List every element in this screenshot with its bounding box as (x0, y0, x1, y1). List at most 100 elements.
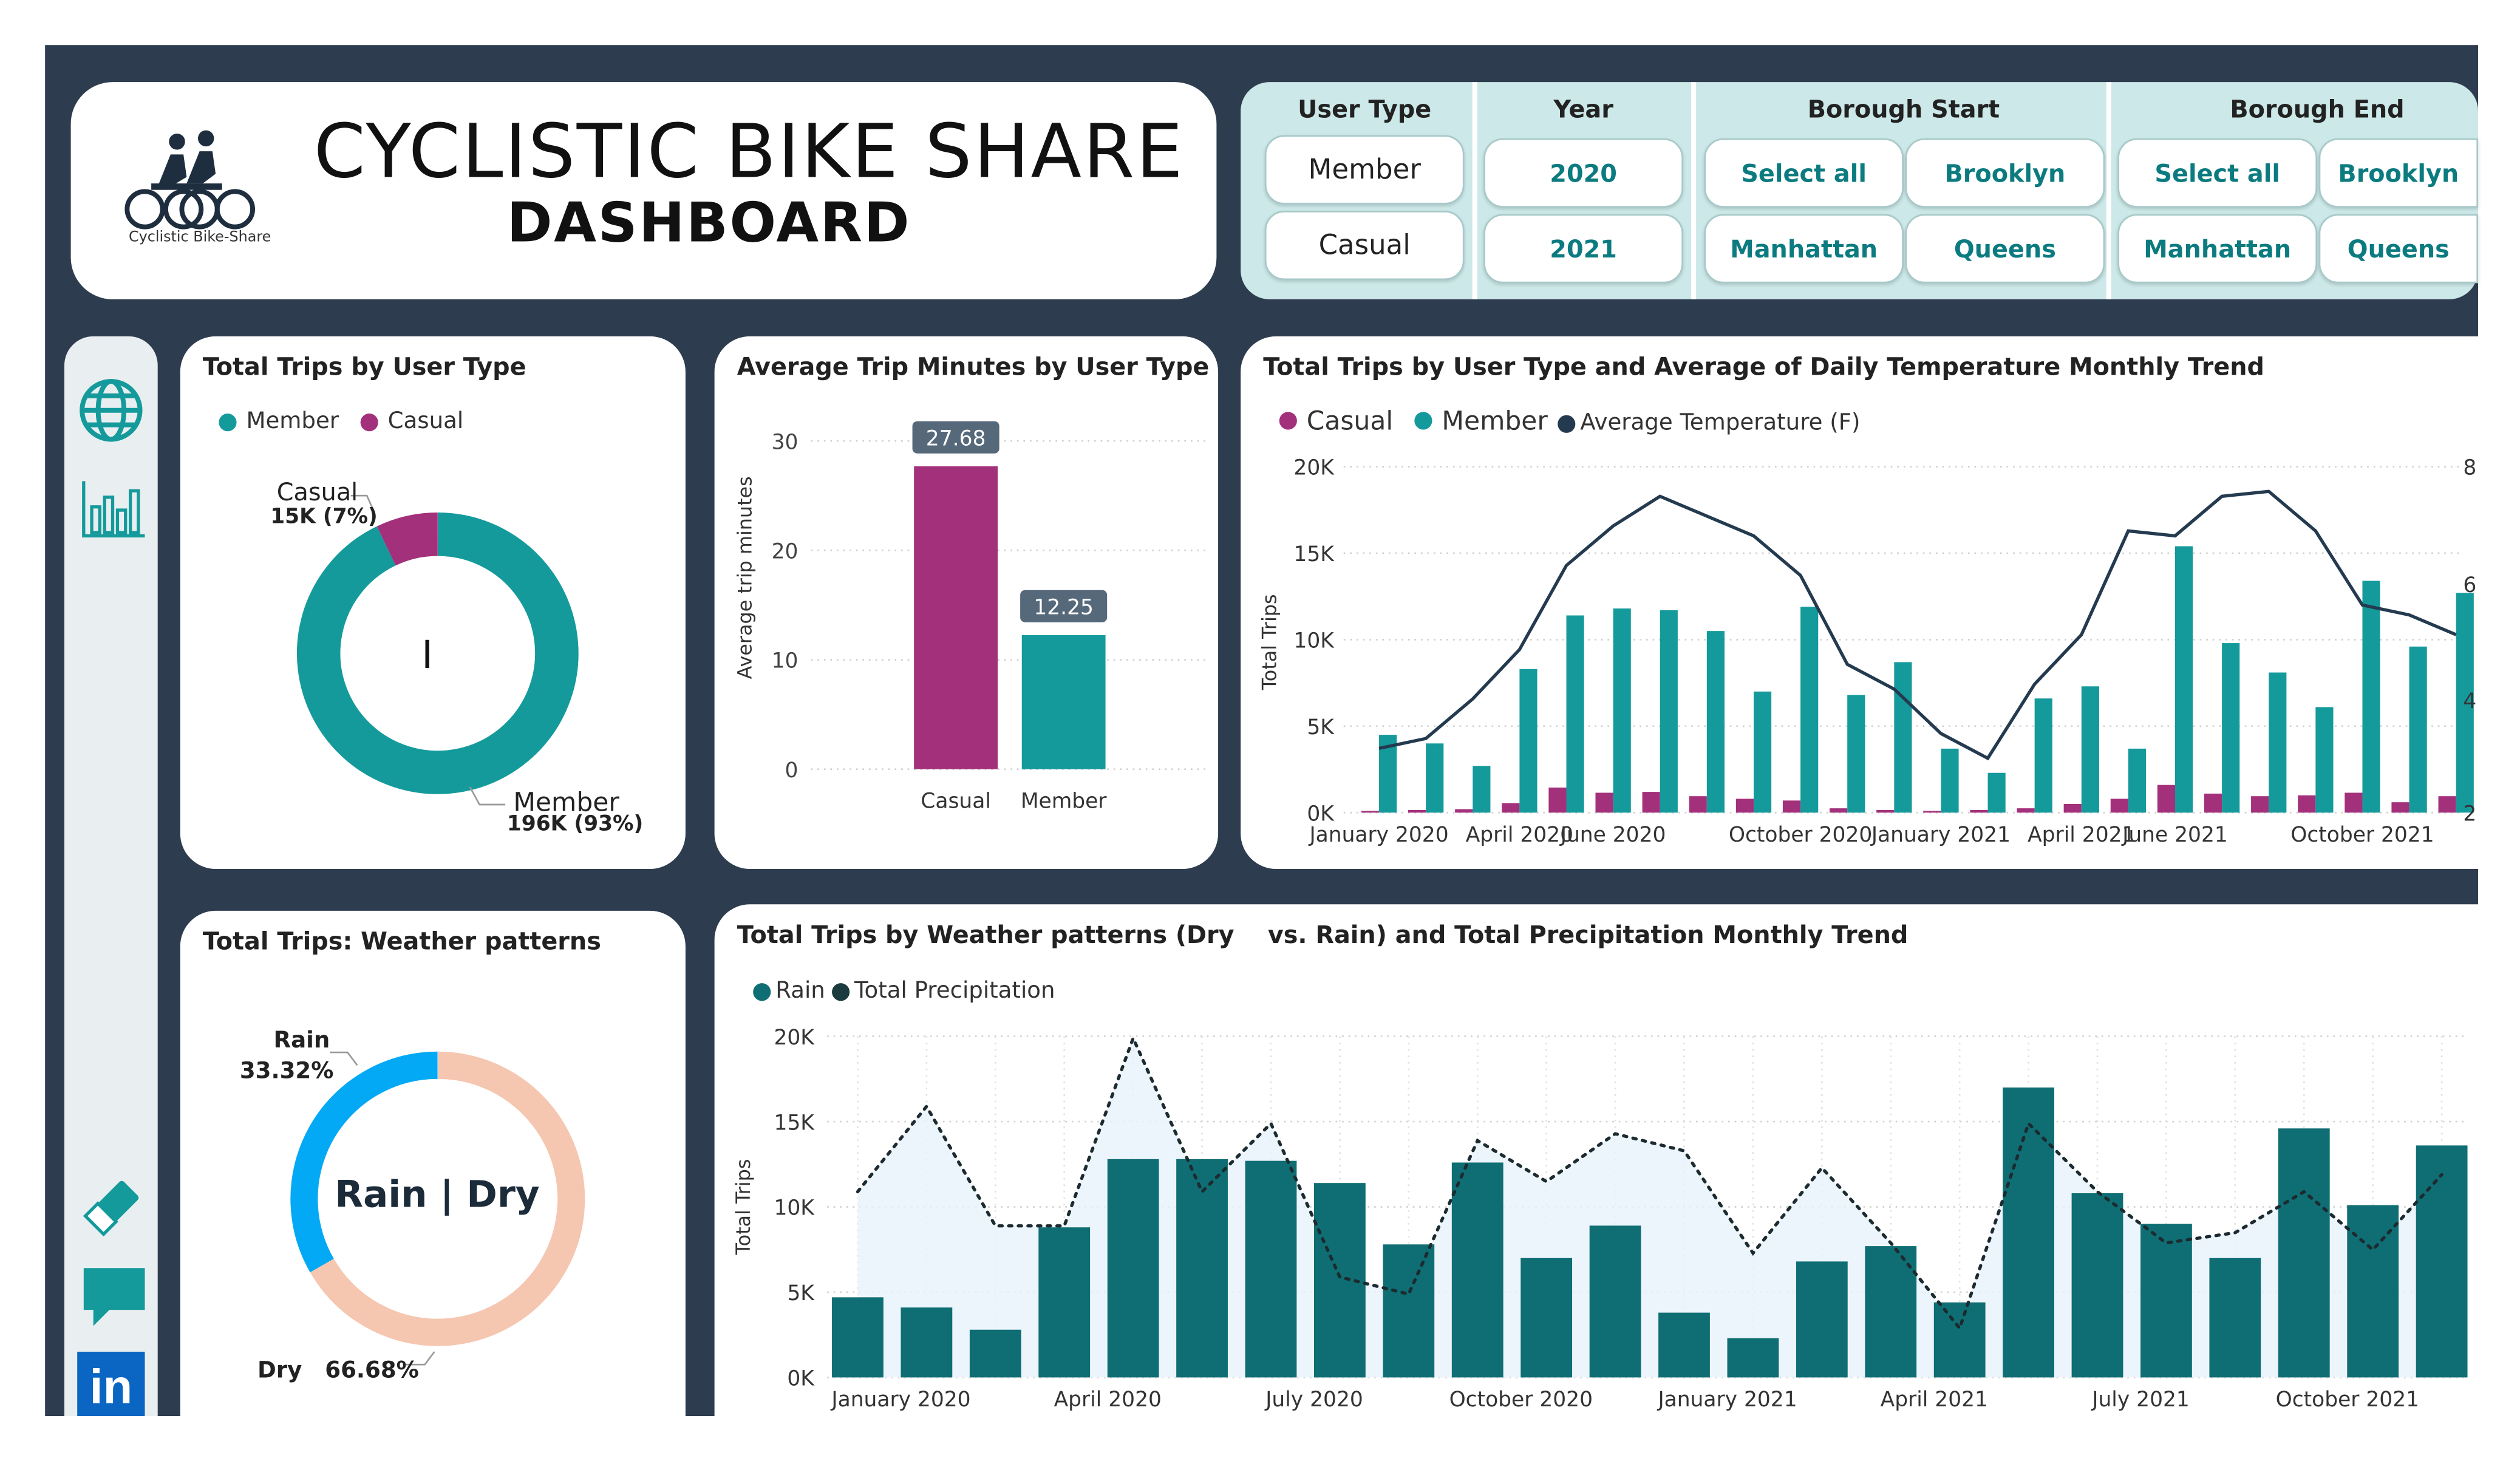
y-tick-label: 20K (1293, 456, 1335, 480)
weather-trend-chart: 0K 5K 10K 15K 20K Total Trips January 2020 Apri… (732, 1026, 2469, 1412)
bar-rain (2140, 1224, 2192, 1378)
bar-casual (2251, 796, 2269, 813)
y-tick-label: 10K (1293, 629, 1335, 653)
bar-casual (1595, 792, 1613, 813)
dashboard-title: CYCLISTIC BIKE SHARE (313, 107, 1185, 195)
y2-tick-label: 8 (2463, 456, 2476, 480)
rain-slice-label: Rain (273, 1028, 330, 1054)
legend-label: Average Temperature (F) (1580, 410, 1861, 437)
filter-borough-end-select-all[interactable]: Select all (2117, 138, 2318, 208)
filter-borough-end-queens[interactable]: Queens (2318, 214, 2479, 284)
bar-casual (1502, 803, 1520, 813)
bar-rain (1521, 1258, 1573, 1378)
filter-year-2021[interactable]: 2021 (1483, 214, 1683, 284)
bar-rain (969, 1329, 1021, 1378)
logo-caption: Cyclistic Bike-Share (129, 230, 271, 247)
donut-center-text: Rain | Dry (335, 1174, 540, 1217)
bar-casual (1923, 811, 1941, 813)
leader-line (405, 1351, 435, 1366)
dry-slice-label: Dry (257, 1358, 302, 1384)
bar-member (2222, 643, 2240, 813)
filter-borough-start-manhattan[interactable]: Manhattan (1704, 214, 1904, 284)
y-axis-label: Total Trips (732, 1159, 755, 1256)
bar-casual (2438, 796, 2456, 813)
bar-rain (1383, 1244, 1435, 1378)
bar-member (1706, 631, 1725, 813)
filter-user-type-label: User Type (1298, 95, 1432, 124)
leader-line (350, 494, 375, 511)
y-tick-label: 20 (772, 540, 799, 564)
legend-label: Member (1442, 405, 1548, 437)
linkedin-icon[interactable]: in (77, 1352, 145, 1416)
filter-borough-start-brooklyn[interactable]: Brooklyn (1905, 138, 2105, 208)
x-tick-label: October 2020 (1449, 1388, 1593, 1412)
eraser-icon[interactable] (81, 1175, 145, 1239)
filter-user-type-casual[interactable]: Casual (1264, 211, 1465, 281)
bar-rain (2003, 1087, 2054, 1378)
bar-casual (1782, 800, 1801, 813)
filter-borough-end-brooklyn[interactable]: Brooklyn (2318, 138, 2479, 208)
x-tick-label: January 2020 (1308, 823, 1448, 847)
filter-year-2020[interactable]: 2020 (1483, 138, 1683, 208)
data-label: 27.68 (926, 426, 986, 451)
chart-icon[interactable] (81, 478, 148, 542)
legend-item-rain: Rain (753, 978, 825, 1004)
globe-icon[interactable] (77, 376, 145, 444)
filter-borough-start-select-all[interactable]: Select all (1704, 138, 1904, 208)
bar-casual (1830, 808, 1848, 813)
y-tick-label: 30 (772, 430, 799, 454)
y-tick-label: 0 (785, 758, 798, 783)
bar-member (1473, 766, 1491, 813)
bar-casual (1970, 809, 1988, 813)
bar-rain (1176, 1159, 1228, 1378)
data-label-bg (1020, 590, 1108, 622)
legend-dot (360, 412, 378, 431)
filter-user-type-member[interactable]: Member (1264, 135, 1465, 205)
bar-casual (2110, 799, 2128, 813)
y-axis-label: Average trip minutes (734, 476, 757, 679)
chart-title: Total Trips by Weather patterns (Dry vs.… (737, 920, 1909, 950)
bar-rain (2416, 1145, 2468, 1378)
x-tick-label: Casual (921, 789, 991, 813)
bar-rain (1107, 1159, 1159, 1378)
filter-borough-end-manhattan[interactable]: Manhattan (2117, 214, 2318, 284)
bar-member (2409, 646, 2427, 813)
bar-casual (2063, 804, 2082, 813)
bar-member (2362, 581, 2380, 813)
bar-casual (1689, 796, 1707, 813)
data-label-bg (912, 421, 999, 454)
y2-tick-label: 2 (2463, 802, 2476, 826)
y-tick-label: 10 (772, 649, 799, 673)
filter-borough-start-label: Borough Start (1807, 95, 2000, 124)
bar-rain (1865, 1246, 1917, 1378)
dashboard-subtitle: DASHBOARD (506, 191, 911, 256)
bar-rain (901, 1307, 953, 1378)
bar-member (2128, 748, 2147, 813)
chart-title: Total Trips by User Type (202, 352, 526, 382)
legend-item-precipitation: Total Precipitation (832, 978, 1055, 1004)
filter-borough-end-label: Borough End (2230, 95, 2405, 124)
comment-icon[interactable] (81, 1265, 148, 1332)
donut-center-text: I (421, 632, 434, 678)
bar-rain (1245, 1160, 1297, 1378)
legend-item-casual: Casual (360, 409, 463, 435)
filter-borough-start-queens[interactable]: Queens (1905, 214, 2105, 284)
monthly-temperature-chart: 0K 5K 10K 15K 20K Total Trips January 2020 Apri… (1258, 456, 2476, 847)
bar-casual (2345, 792, 2363, 813)
bar-member (1519, 669, 1538, 813)
x-tick-label: April 2020 (1466, 823, 1573, 847)
filter-year-label: Year (1553, 95, 1613, 124)
legend-dot (1558, 414, 1576, 432)
bar-casual (1455, 809, 1473, 813)
user-type-donut-chart (296, 494, 579, 806)
bar-member (2456, 593, 2474, 813)
y-tick-label: 10K (774, 1196, 815, 1221)
x-tick-label: July 2020 (1264, 1388, 1363, 1412)
precipitation-area (857, 1038, 2442, 1378)
legend-label: Total Precipitation (854, 978, 1055, 1004)
donut-slice-rain (290, 1051, 438, 1273)
y-tick-label: 0K (787, 1367, 815, 1391)
bar-casual (1408, 809, 1426, 813)
filter-separator (1472, 82, 1477, 299)
bar-member (2175, 546, 2193, 813)
